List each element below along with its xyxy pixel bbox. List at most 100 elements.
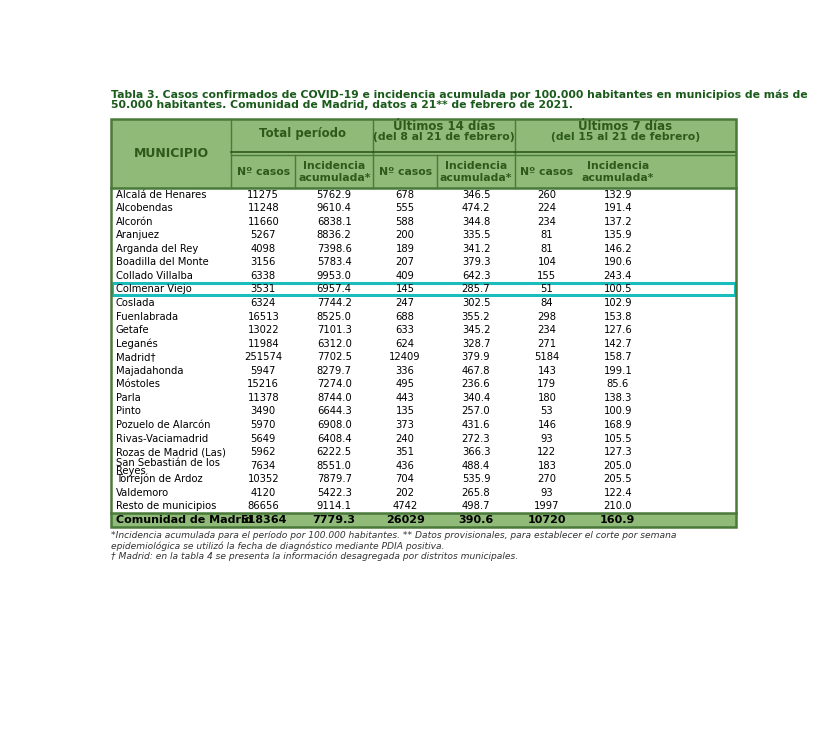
Text: 409: 409 (396, 271, 415, 281)
Text: 191.4: 191.4 (604, 203, 632, 213)
Text: 11248: 11248 (248, 203, 279, 213)
Text: 247: 247 (396, 298, 415, 308)
Text: Incidencia
acumulada*: Incidencia acumulada* (439, 161, 512, 183)
Text: 127.3: 127.3 (604, 447, 632, 457)
Text: Parla: Parla (116, 393, 140, 403)
Text: 168.9: 168.9 (604, 420, 632, 430)
Text: 234: 234 (538, 325, 557, 335)
Text: 379.9: 379.9 (462, 352, 491, 363)
Text: 251574: 251574 (244, 352, 282, 363)
Text: 9953.0: 9953.0 (316, 271, 352, 281)
Text: Total período: Total período (259, 127, 345, 140)
Text: 8836.2: 8836.2 (317, 230, 352, 240)
Text: 6957.4: 6957.4 (316, 284, 352, 295)
Text: 81: 81 (541, 244, 553, 254)
Text: Últimos 14 días: Últimos 14 días (392, 120, 495, 133)
Text: 260: 260 (538, 189, 557, 200)
Text: 6312.0: 6312.0 (316, 338, 352, 349)
Text: 11275: 11275 (247, 189, 279, 200)
Text: 6644.3: 6644.3 (317, 406, 352, 417)
Text: (del 15 al 21 de febrero): (del 15 al 21 de febrero) (551, 132, 700, 142)
Text: 4098: 4098 (251, 244, 276, 254)
Text: 678: 678 (396, 189, 415, 200)
Text: 189: 189 (396, 244, 415, 254)
Text: 328.7: 328.7 (462, 338, 491, 349)
Text: 642.3: 642.3 (462, 271, 491, 281)
Text: 704: 704 (396, 474, 415, 484)
Text: 102.9: 102.9 (604, 298, 632, 308)
Text: Coslada: Coslada (116, 298, 155, 308)
Text: 346.5: 346.5 (462, 189, 491, 200)
Text: Getafe: Getafe (116, 325, 150, 335)
Text: 142.7: 142.7 (604, 338, 632, 349)
Text: 200: 200 (396, 230, 415, 240)
Text: 6324: 6324 (250, 298, 276, 308)
Text: 5762.9: 5762.9 (316, 189, 352, 200)
Text: 7398.6: 7398.6 (316, 244, 352, 254)
Bar (111, 513, 736, 526)
Text: Nº casos: Nº casos (378, 167, 432, 177)
Text: 285.7: 285.7 (462, 284, 491, 295)
Text: 100.5: 100.5 (604, 284, 632, 295)
Text: *Incidencia acumulada para el período por 100.000 habitantes. ** Datos provision: *Incidencia acumulada para el período po… (111, 531, 676, 540)
Text: Alcorón: Alcorón (116, 216, 153, 227)
Text: 93: 93 (541, 433, 553, 444)
Text: 467.8: 467.8 (462, 366, 491, 376)
Text: 488.4: 488.4 (462, 461, 490, 471)
Text: 105.5: 105.5 (604, 433, 632, 444)
Text: 498.7: 498.7 (462, 501, 491, 511)
Text: 265.8: 265.8 (462, 488, 491, 498)
Text: 688: 688 (396, 311, 415, 322)
Text: 436: 436 (396, 461, 415, 471)
Text: 153.8: 153.8 (604, 311, 632, 322)
Text: 5267: 5267 (250, 230, 276, 240)
Text: Majadahonda: Majadahonda (116, 366, 183, 376)
Text: 344.8: 344.8 (462, 216, 490, 227)
Text: 205.0: 205.0 (604, 461, 632, 471)
Text: 13022: 13022 (248, 325, 279, 335)
Text: 205.5: 205.5 (604, 474, 632, 484)
Text: San Sebastián de los: San Sebastián de los (116, 458, 220, 469)
Text: 199.1: 199.1 (604, 366, 632, 376)
Text: 160.9: 160.9 (601, 515, 635, 525)
Text: 15216: 15216 (247, 379, 279, 390)
Text: 379.3: 379.3 (462, 257, 491, 268)
Text: 8551.0: 8551.0 (316, 461, 352, 471)
Text: 351: 351 (396, 447, 415, 457)
Text: 624: 624 (396, 338, 415, 349)
Text: 431.6: 431.6 (462, 420, 491, 430)
Text: Reyes: Reyes (116, 466, 145, 476)
Text: 207: 207 (396, 257, 415, 268)
Text: 122.4: 122.4 (604, 488, 632, 498)
Text: 8279.7: 8279.7 (316, 366, 352, 376)
Text: 366.3: 366.3 (462, 447, 491, 457)
Text: Pinto: Pinto (116, 406, 140, 417)
Text: Incidencia
acumulada*: Incidencia acumulada* (582, 161, 654, 183)
Text: 9114.1: 9114.1 (316, 501, 352, 511)
Text: 85.6: 85.6 (607, 379, 629, 390)
Text: 10720: 10720 (528, 515, 566, 525)
Text: 6908.0: 6908.0 (317, 420, 352, 430)
Text: 146.2: 146.2 (604, 244, 632, 254)
Text: 271: 271 (538, 338, 557, 349)
Text: 6222.5: 6222.5 (316, 447, 352, 457)
Text: epidemiológica se utilizó la fecha de diagnóstico mediante PDIA positiva.: epidemiológica se utilizó la fecha de di… (111, 541, 444, 550)
Text: 302.5: 302.5 (462, 298, 491, 308)
Text: Nº casos: Nº casos (237, 167, 290, 177)
Text: 7779.3: 7779.3 (313, 515, 356, 525)
Text: (del 8 al 21 de febrero): (del 8 al 21 de febrero) (373, 132, 515, 142)
Text: 535.9: 535.9 (462, 474, 491, 484)
Text: 11660: 11660 (248, 216, 279, 227)
Text: 6408.4: 6408.4 (317, 433, 352, 444)
Text: 135: 135 (396, 406, 415, 417)
Text: 127.6: 127.6 (604, 325, 632, 335)
Text: Fuenlabrada: Fuenlabrada (116, 311, 178, 322)
Text: 210.0: 210.0 (604, 501, 632, 511)
Text: 86656: 86656 (248, 501, 279, 511)
Text: 4742: 4742 (392, 501, 418, 511)
Text: 270: 270 (538, 474, 557, 484)
Text: Madrid†: Madrid† (116, 352, 155, 363)
Text: 7744.2: 7744.2 (316, 298, 352, 308)
Text: 336: 336 (396, 366, 415, 376)
Text: 340.4: 340.4 (462, 393, 490, 403)
